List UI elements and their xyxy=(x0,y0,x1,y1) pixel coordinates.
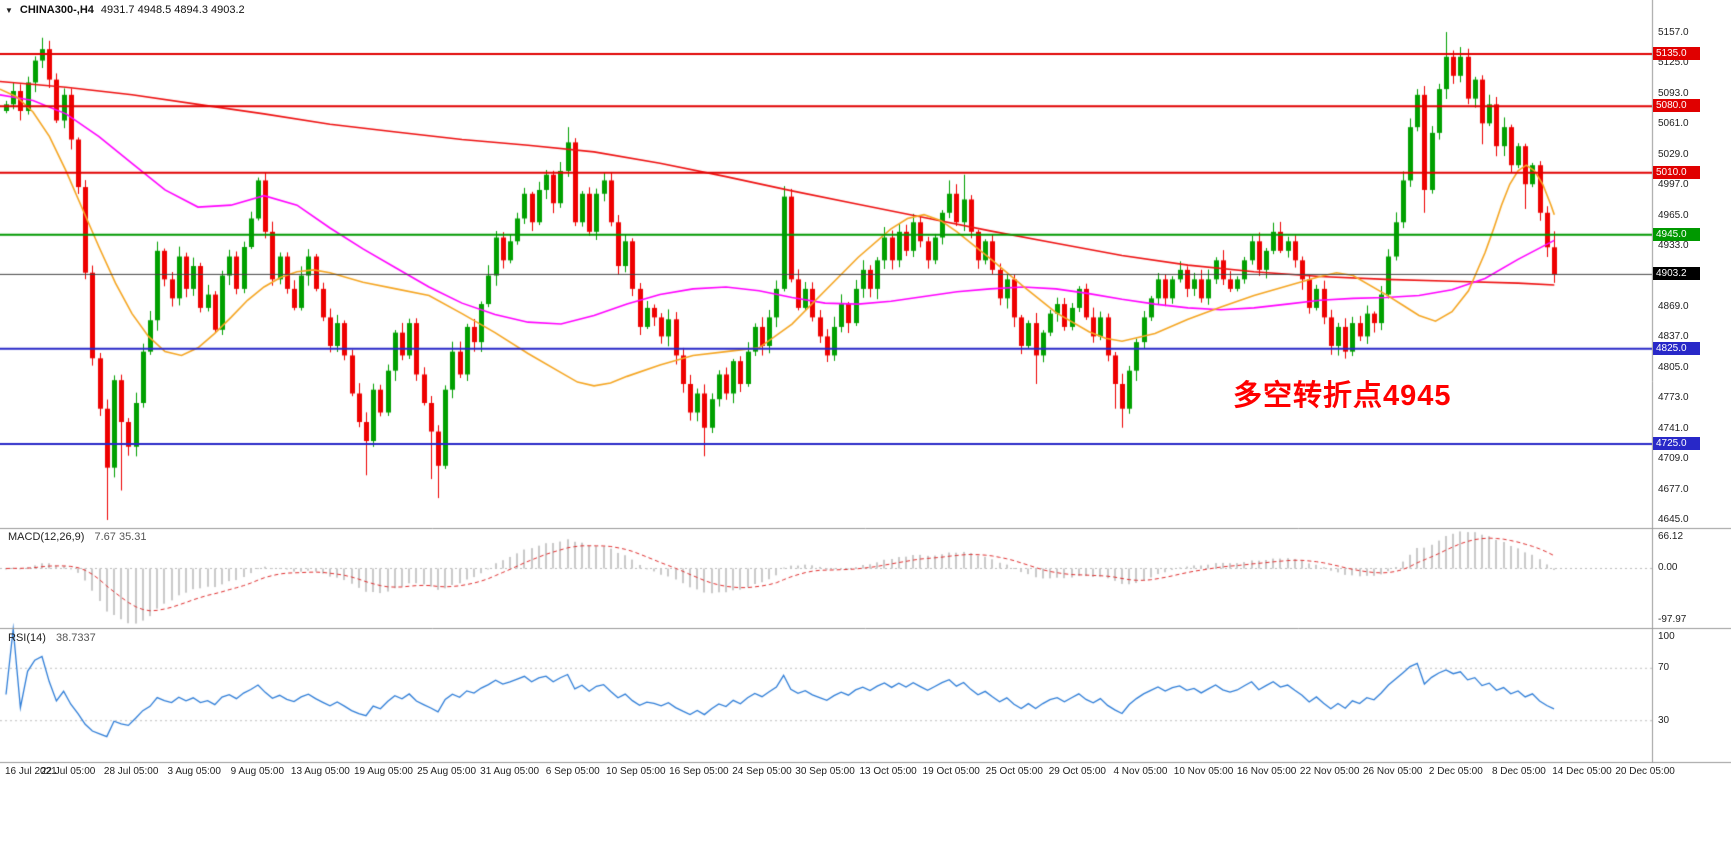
chevron-down-icon[interactable]: ▼ xyxy=(5,5,13,15)
rsi-indicator-label: RSI(14) 38.7337 xyxy=(8,632,96,644)
macd-values: 7.67 35.31 xyxy=(94,531,147,543)
annotation-text: 多空转折点4945 xyxy=(1233,380,1452,412)
chart-header: ▼ CHINA300-,H4 4931.7 4948.5 4894.3 4903… xyxy=(5,4,245,16)
ohlc-values-label: 4931.7 4948.5 4894.3 4903.2 xyxy=(100,4,245,16)
rsi-value: 38.7337 xyxy=(55,632,96,644)
rsi-name: RSI(14) xyxy=(8,632,46,644)
symbol-timeframe-label: CHINA300-,H4 xyxy=(19,4,94,16)
macd-name: MACD(12,26,9) xyxy=(8,531,85,543)
macd-indicator-label: MACD(12,26,9) 7.67 35.31 xyxy=(8,531,146,543)
